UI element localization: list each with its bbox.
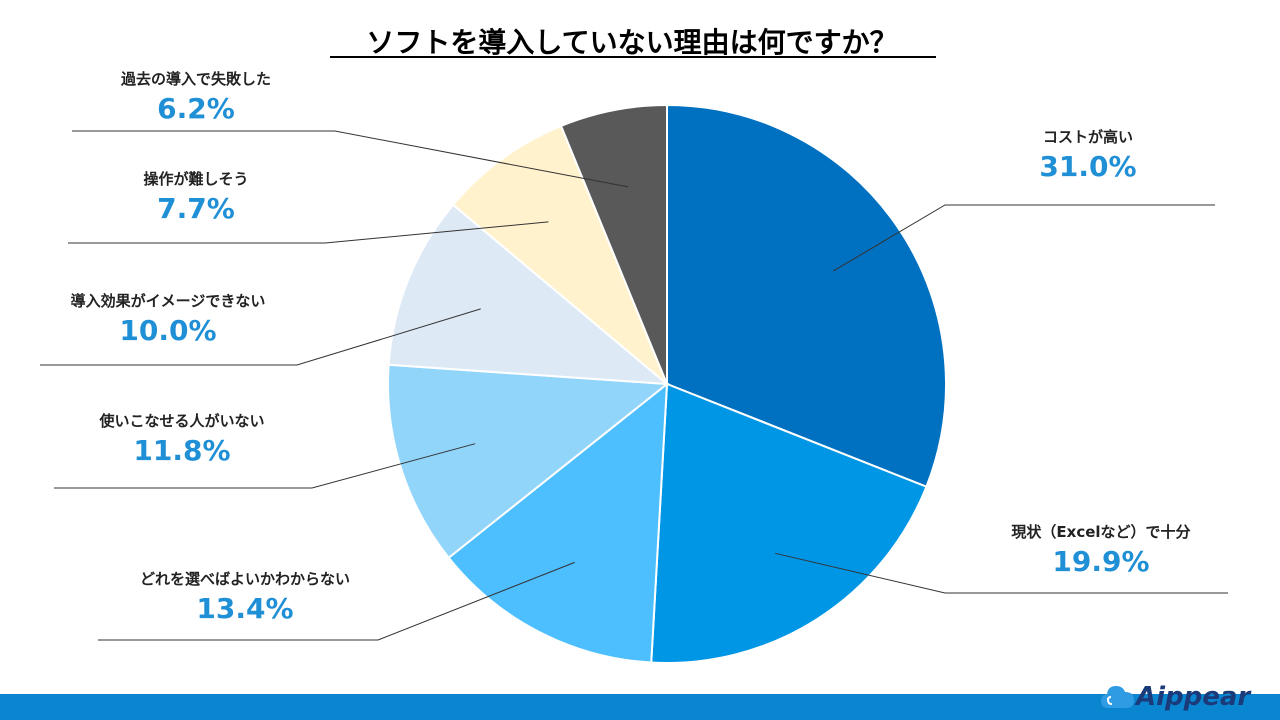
leader-line — [54, 443, 476, 489]
pie-slice — [666, 103, 947, 489]
leader-line — [775, 552, 1228, 594]
slice-value-label: 31.0% — [1039, 150, 1136, 183]
pie-slice — [650, 382, 928, 664]
footer-bar — [0, 694, 1280, 720]
pie-slice — [559, 103, 668, 385]
leader-line — [68, 221, 549, 244]
slice-category-label: 使いこなせる人がいない — [98, 412, 264, 430]
leader-line — [40, 308, 481, 366]
slice-value-label: 19.9% — [1052, 545, 1149, 578]
pie-slice — [387, 203, 671, 386]
slice-category-label: 操作が難しそう — [143, 170, 248, 188]
slice-category-label: 現状（Excelなど）で十分 — [1011, 523, 1190, 541]
leader-line — [98, 561, 575, 641]
cloud-icon — [1101, 686, 1134, 708]
slice-category-label: 導入効果がイメージできない — [71, 292, 266, 310]
slice-category-label: コストが高い — [1043, 128, 1133, 146]
pie-slice — [447, 381, 669, 664]
leader-line — [72, 130, 629, 188]
brand-logo: Aippear — [1100, 678, 1280, 720]
slice-category-label: どれを選べばよいかわからない — [140, 570, 350, 588]
slice-category-label: 過去の導入で失敗した — [120, 70, 271, 88]
slice-value-label: 13.4% — [196, 592, 293, 625]
leader-line — [832, 204, 1215, 272]
brand-logo-text: Aippear — [1136, 682, 1251, 712]
slice-value-label: 10.0% — [119, 314, 216, 347]
pie-slice — [451, 124, 668, 385]
slice-value-label: 7.7% — [157, 192, 235, 225]
slice-value-label: 11.8% — [133, 434, 230, 467]
pie-slice — [387, 363, 670, 560]
chart-title: ソフトを導入していない理由は何ですか？ — [366, 26, 897, 59]
slice-value-label: 6.2% — [157, 92, 235, 125]
